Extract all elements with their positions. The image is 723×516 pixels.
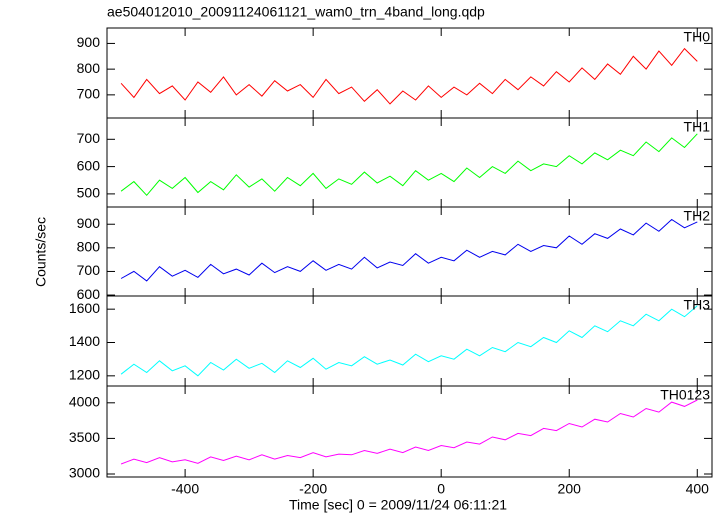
legend-label: TH1	[684, 119, 711, 135]
y-tick-label: 900	[77, 215, 101, 231]
panel-frame	[106, 385, 713, 478]
panel-frame	[106, 206, 713, 297]
legend-label: TH3	[684, 297, 711, 313]
y-tick-label: 3500	[69, 429, 100, 445]
panel-frame	[106, 295, 713, 387]
legend-label: TH2	[684, 208, 711, 224]
y-axis-label: Counts/sec	[33, 217, 49, 287]
y-tick-label: 700	[77, 86, 101, 102]
x-axis-label: Time [sec] 0 = 2009/11/24 06:11:21	[289, 497, 507, 513]
x-tick-label: 200	[558, 481, 582, 497]
y-tick-label: 900	[77, 34, 101, 50]
y-tick-label: 4000	[69, 394, 100, 410]
data-line	[120, 399, 698, 465]
data-line	[120, 305, 698, 377]
chart-title: ae504012010_20091124061121_wam0_trn_4ban…	[107, 4, 485, 20]
data-line	[120, 47, 698, 105]
y-tick-label: 600	[77, 157, 101, 173]
y-tick-label: 700	[77, 262, 101, 278]
panel-frame	[106, 117, 713, 208]
x-tick-label: -400	[171, 481, 199, 497]
data-line	[120, 133, 698, 197]
legend-label: TH0123	[660, 387, 710, 403]
y-tick-label: 800	[77, 239, 101, 255]
x-tick-label: 0	[437, 481, 445, 497]
x-tick-label: -200	[299, 481, 327, 497]
y-tick-label: 800	[77, 60, 101, 76]
y-tick-label: 3000	[69, 465, 100, 481]
y-tick-label: 1200	[69, 367, 100, 383]
y-tick-label: 500	[77, 185, 101, 201]
y-tick-label: 600	[77, 286, 101, 302]
y-tick-label: 700	[77, 130, 101, 146]
x-tick-label: 400	[686, 481, 710, 497]
legend-label: TH0	[684, 29, 711, 45]
y-tick-label: 1400	[69, 333, 100, 349]
y-tick-label: 1600	[69, 300, 100, 316]
data-line	[120, 218, 698, 282]
